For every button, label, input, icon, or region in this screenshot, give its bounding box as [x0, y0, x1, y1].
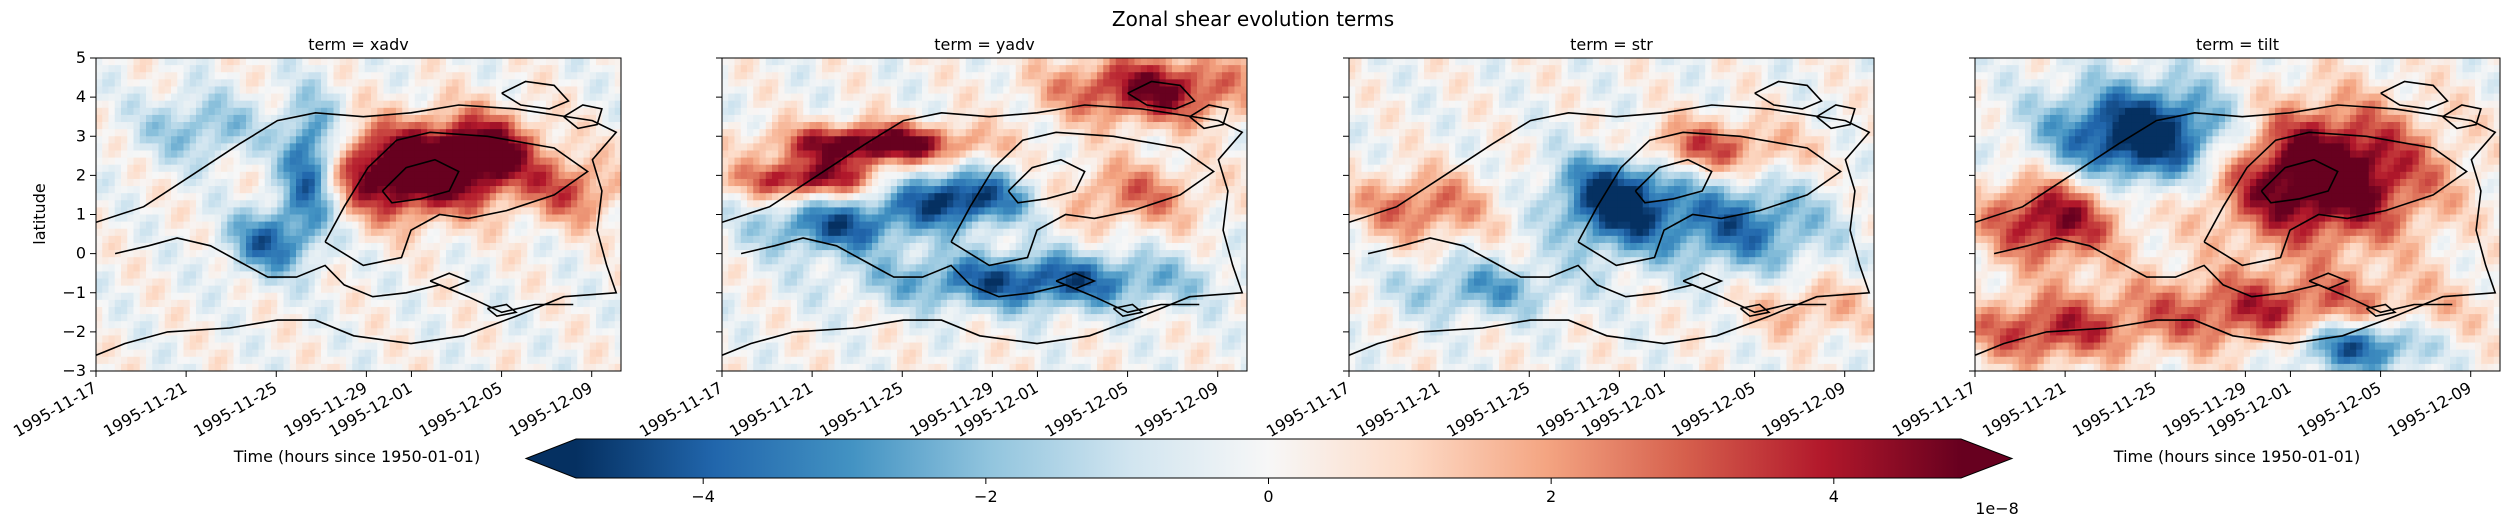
x-tick-label: 1995-11-25: [190, 378, 280, 441]
small-blob-a: [1055, 272, 1097, 290]
small-blob-a: [2308, 272, 2350, 290]
y-tick-label: 3: [76, 126, 86, 145]
outer-contour: [1975, 104, 2497, 357]
heatmap: [1349, 58, 1874, 371]
colorbar-tick-label: 0: [1263, 487, 1273, 506]
y-tick-label: −3: [62, 361, 86, 380]
x-tick-label: 1995-11-17: [636, 378, 726, 441]
right-blob: [1189, 104, 1229, 130]
small-blob-b: [1112, 303, 1144, 318]
small-blob-a: [429, 272, 471, 290]
inner-contour: [1634, 158, 1713, 204]
heatmap: [1975, 58, 2500, 371]
colorbar: −4 −2 0 2 4 1e−8: [524, 438, 2019, 518]
x-axis-label-right: Time (hours since 1950-01-01): [2113, 447, 2360, 466]
small-blob-b: [486, 303, 518, 318]
upper-blob: [501, 80, 570, 110]
colorbar-tick-label: 2: [1546, 487, 1556, 506]
figure-title: Zonal shear evolution terms: [1112, 7, 1394, 31]
small-blob-a: [1682, 272, 1724, 290]
upper-blob: [1754, 80, 1823, 110]
x-tick-label: 1995-12-09: [2385, 378, 2475, 441]
right-blob: [1816, 104, 1856, 130]
x-axis-label-left: Time (hours since 1950-01-01): [233, 447, 480, 466]
colorbar-scale-label: 1e−8: [1975, 499, 2019, 518]
inner-contour: [381, 158, 460, 204]
inner-contour: [1007, 158, 1086, 204]
panel-2: term = yadv 1995-11-17 1995-11-21 1995-11-2…: [636, 35, 1248, 441]
x-tick-label: 1995-11-25: [2069, 378, 2159, 441]
y-tick-label: 4: [76, 87, 86, 106]
upper-blob: [1127, 80, 1196, 110]
x-tick-label: 1995-11-25: [816, 378, 906, 441]
lower-contour: [114, 237, 574, 314]
heatmap: [722, 58, 1247, 371]
x-tick-label: 1995-11-25: [1443, 378, 1533, 441]
outer-contour: [722, 104, 1244, 357]
colorbar-tick-label: −2: [974, 487, 998, 506]
y-tick-label: −1: [62, 283, 86, 302]
inner-contour: [2260, 158, 2339, 204]
x-tick-label: 1995-11-17: [1263, 378, 1353, 441]
panel-4: term = tilt 1995-11-17 1995-11-21 1995-11-2…: [1889, 35, 2501, 441]
x-tick-label: 1995-11-21: [100, 378, 190, 441]
x-tick-label: 1995-11-21: [726, 378, 816, 441]
right-blob: [2442, 104, 2482, 130]
small-blob-b: [2365, 303, 2397, 318]
colorbar-ticks: −4 −2 0 2 4: [691, 478, 1839, 506]
middle-contour: [2203, 131, 2468, 267]
panel-title: term = xadv: [308, 35, 408, 54]
panel-3: term = str 1995-11-17 1995-11-21 1995-11-25…: [1263, 35, 1875, 441]
outer-contour: [1349, 104, 1871, 357]
y-tick-label: 0: [76, 244, 86, 263]
x-tick-label: 1995-12-09: [1759, 378, 1849, 441]
middle-contour: [950, 131, 1215, 267]
y-axis-label: latitude: [30, 183, 49, 244]
x-tick-label: 1995-11-21: [1979, 378, 2069, 441]
x-tick-label: 1995-12-09: [506, 378, 596, 441]
middle-contour: [324, 131, 589, 267]
panel-title: term = str: [1570, 35, 1653, 54]
lower-contour: [1993, 237, 2453, 314]
x-tick-label: 1995-11-21: [1353, 378, 1443, 441]
x-tick-label: 1995-11-17: [1889, 378, 1979, 441]
x-tick-label: 1995-12-05: [1042, 378, 1132, 441]
x-tick-label: 1995-12-05: [1669, 378, 1759, 441]
x-tick-label: 1995-12-05: [2295, 378, 2385, 441]
y-tick-label: 5: [76, 48, 86, 67]
outer-contour: [96, 104, 618, 357]
x-tick-label: 1995-11-17: [10, 378, 100, 441]
middle-contour: [1577, 131, 1842, 267]
right-blob: [563, 104, 603, 130]
small-blob-b: [1739, 303, 1771, 318]
colorbar-outline: [524, 438, 2014, 479]
upper-blob: [2380, 80, 2449, 110]
y-tick-label: −2: [62, 322, 86, 341]
lower-contour: [740, 237, 1200, 314]
panel-title: term = yadv: [934, 35, 1034, 54]
x-tick-label: 1995-12-05: [416, 378, 506, 441]
x-tick-label: 1995-12-09: [1132, 378, 1222, 441]
colorbar-tick-label: 4: [1829, 487, 1839, 506]
colorbar-extend-high: [1961, 439, 2012, 478]
heatmap: [96, 58, 621, 371]
colorbar-tick-label: −4: [691, 487, 715, 506]
y-tick-label: 1: [76, 205, 86, 224]
lower-contour: [1367, 237, 1827, 314]
colorbar-body: [576, 439, 1961, 478]
panel-title: term = tilt: [2196, 35, 2279, 54]
y-tick-label: 2: [76, 165, 86, 184]
